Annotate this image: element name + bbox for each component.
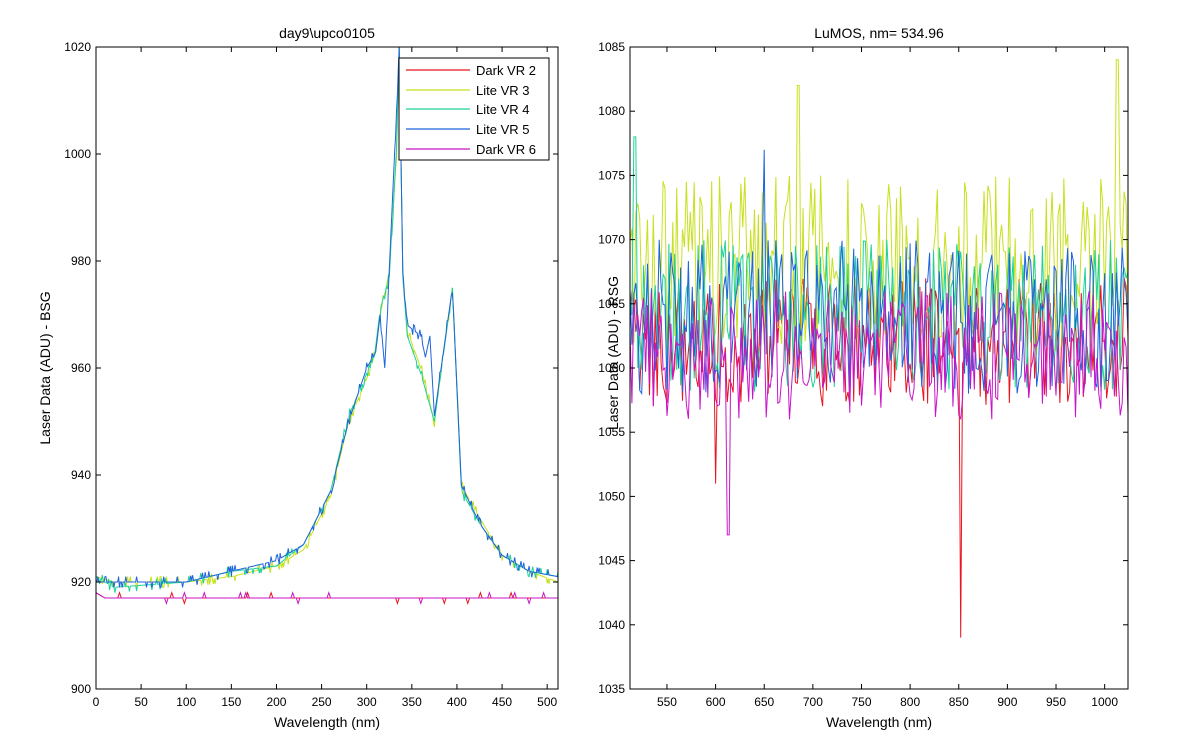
- left-series-group: [95, 46, 559, 605]
- right-y-tick-label: 1035: [598, 682, 625, 696]
- left-x-tick-label: 250: [312, 695, 332, 709]
- left-x-tick-label: 400: [447, 695, 467, 709]
- right-x-tick-label: 1000: [1091, 695, 1118, 709]
- right-y-tick-label: 1070: [598, 233, 625, 247]
- right-y-tick-label: 1075: [598, 168, 625, 182]
- right-series-line-lite-vr-5: [629, 149, 1129, 395]
- right-y-tick-label: 1050: [598, 489, 625, 503]
- legend: Dark VR 2 Lite VR 3 Lite VR 4 Lite VR 5 …: [398, 57, 550, 161]
- left-x-axis-label: Wavelength (nm): [274, 714, 380, 730]
- right-y-tick-label: 1055: [598, 425, 625, 439]
- legend-label-lite-vr-5: Lite VR 5: [476, 122, 529, 137]
- left-y-tick-label: 920: [71, 575, 91, 589]
- right-x-tick-label: 800: [900, 695, 920, 709]
- right-y-ticks: 1035 1040 1045 1050 1055 1060 1065 1070 1075 1080…: [598, 40, 1128, 696]
- right-y-tick-label: 1080: [598, 104, 625, 118]
- right-series-line-dark-vr-6: [629, 291, 1129, 536]
- left-y-tick-label: 980: [71, 254, 91, 268]
- left-y-axis-label: Laser Data (ADU) - BSG: [37, 291, 53, 444]
- legend-label-lite-vr-3: Lite VR 3: [476, 83, 529, 98]
- right-y-axis-label: Laser Data (ADU) - RSG: [605, 276, 621, 430]
- left-chart-title: day9\upco0105: [279, 25, 375, 41]
- right-x-axis-label: Wavelength (nm): [826, 714, 932, 730]
- legend-label-lite-vr-4: Lite VR 4: [476, 102, 529, 117]
- right-series-line-lite-vr-3: [629, 59, 1129, 356]
- left-y-tick-label: 1020: [64, 40, 91, 54]
- right-y-tick-label: 1065: [598, 297, 625, 311]
- left-y-tick-label: 940: [71, 468, 91, 482]
- right-x-tick-label: 700: [803, 695, 823, 709]
- right-chart-title: LuMOS, nm= 534.96: [814, 25, 944, 41]
- right-x-tick-label: 900: [997, 695, 1017, 709]
- right-x-tick-label: 600: [706, 695, 726, 709]
- legend-label-dark-vr-6: Dark VR 6: [476, 142, 536, 157]
- left-x-tick-label: 100: [176, 695, 196, 709]
- left-x-tick-label: 150: [221, 695, 241, 709]
- right-series-group: [629, 59, 1129, 638]
- left-series-line-lite-vr-5: [96, 46, 559, 588]
- right-y-tick-label: 1085: [598, 40, 625, 54]
- left-x-tick-label: 500: [537, 695, 557, 709]
- right-x-ticks: 550 600 650 700 750 800 850 900 950 1000: [657, 47, 1118, 709]
- right-x-tick-label: 850: [949, 695, 969, 709]
- left-x-tick-label: 50: [134, 695, 148, 709]
- right-x-tick-label: 750: [851, 695, 871, 709]
- left-series-line-dark-vr-6: [95, 591, 558, 605]
- right-y-tick-label: 1060: [598, 361, 625, 375]
- left-y-tick-label: 900: [71, 682, 91, 696]
- left-y-tick-label: 960: [71, 361, 91, 375]
- left-y-ticks: 900 920 940 960 980 1000 1020: [64, 40, 558, 696]
- right-x-tick-label: 550: [657, 695, 677, 709]
- right-chart: 550 600 650 700 750 800 850 900 950 1000 1035 1040…: [598, 25, 1129, 730]
- legend-label-dark-vr-2: Dark VR 2: [476, 63, 536, 78]
- left-x-tick-label: 200: [266, 695, 286, 709]
- left-x-tick-label: 350: [402, 695, 422, 709]
- left-chart: 0 50 100 150 200 250 300 350 400 450 500 900 920 940…: [37, 25, 559, 730]
- right-x-tick-label: 650: [754, 695, 774, 709]
- right-y-tick-label: 1040: [598, 618, 625, 632]
- left-x-tick-label: 450: [492, 695, 512, 709]
- right-x-tick-label: 950: [1046, 695, 1066, 709]
- right-y-tick-label: 1045: [598, 554, 625, 568]
- left-x-tick-label: 300: [357, 695, 377, 709]
- left-y-tick-label: 1000: [64, 147, 91, 161]
- left-x-tick-label: 0: [93, 695, 100, 709]
- left-x-ticks: 0 50 100 150 200 250 300 350 400 450 500: [93, 47, 558, 709]
